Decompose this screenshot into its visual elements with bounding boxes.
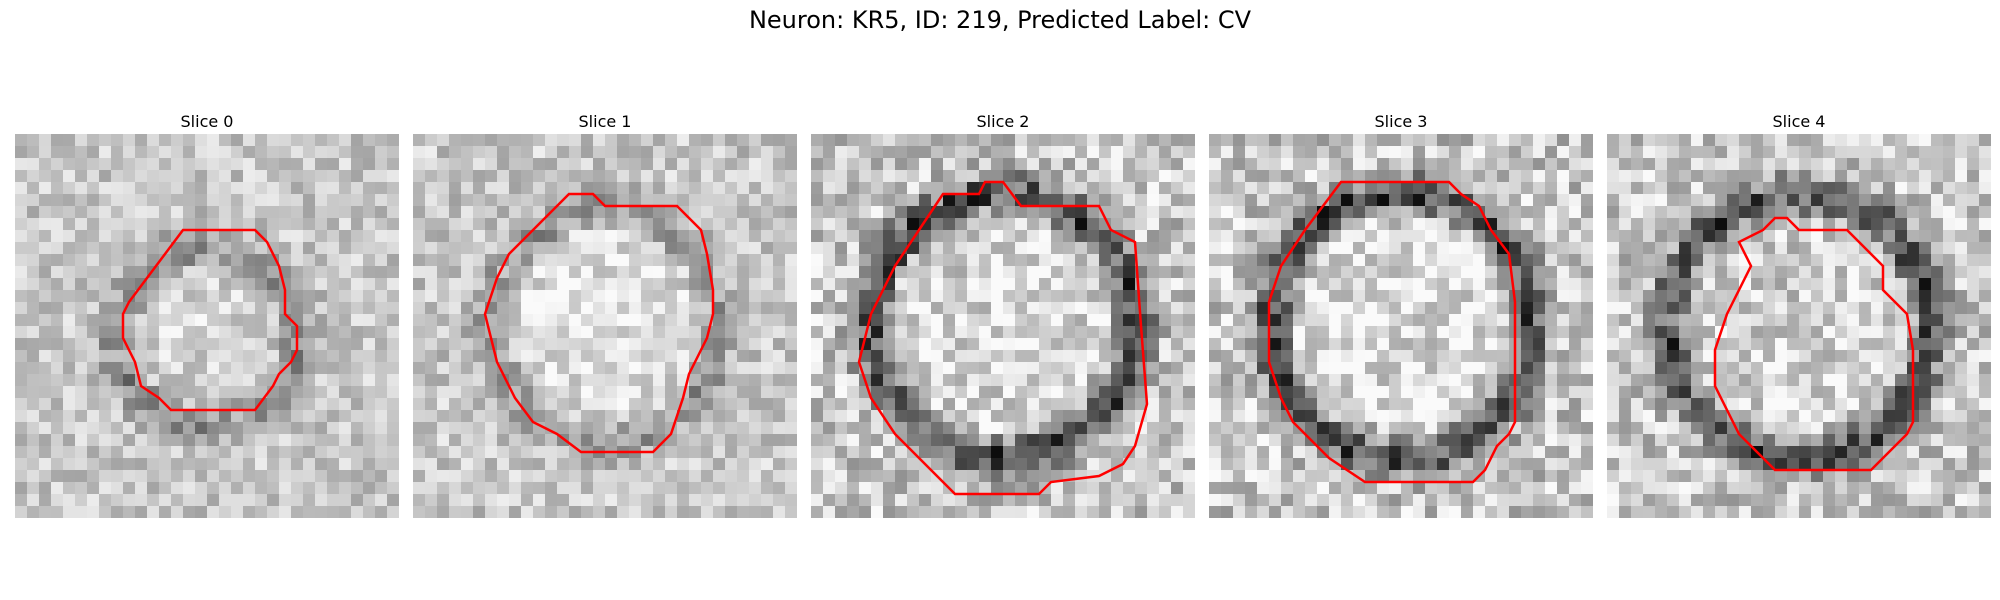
segmentation-contour	[1267, 180, 1517, 484]
slice-image-4	[1607, 134, 1991, 518]
slice-image-0	[15, 134, 399, 518]
slice-title-4: Slice 4	[1772, 112, 1826, 131]
slice-panel-0: Slice 0	[15, 112, 399, 518]
slice-title-0: Slice 0	[180, 112, 234, 131]
slice-title-2: Slice 2	[976, 112, 1030, 131]
slice-image-2	[811, 134, 1195, 518]
figure-title: Neuron: KR5, ID: 219, Predicted Label: C…	[748, 6, 1252, 34]
grayscale-pixels	[811, 134, 1195, 518]
slice-image-svg-0	[15, 134, 399, 518]
slice-image-3	[1209, 134, 1593, 518]
slice-panel-3: Slice 3	[1209, 112, 1593, 518]
grayscale-pixels	[1209, 134, 1593, 518]
slice-image-svg-2	[811, 134, 1195, 518]
segmentation-contour	[857, 180, 1149, 496]
segmentation-contour	[1713, 216, 1915, 472]
slice-image-svg-4	[1607, 134, 1991, 518]
slice-title-1: Slice 1	[578, 112, 632, 131]
slice-image-svg-3	[1209, 134, 1593, 518]
slice-image-svg-1	[413, 134, 797, 518]
slice-panel-2: Slice 2	[811, 112, 1195, 518]
grayscale-pixels	[413, 134, 797, 518]
slice-image-1	[413, 134, 797, 518]
slice-title-3: Slice 3	[1374, 112, 1428, 131]
grayscale-pixels	[1607, 134, 1991, 518]
segmentation-contour	[483, 192, 715, 454]
grayscale-pixels	[15, 134, 399, 518]
slice-panel-4: Slice 4	[1607, 112, 1991, 518]
slice-panel-1: Slice 1	[413, 112, 797, 518]
segmentation-contour	[121, 228, 299, 412]
